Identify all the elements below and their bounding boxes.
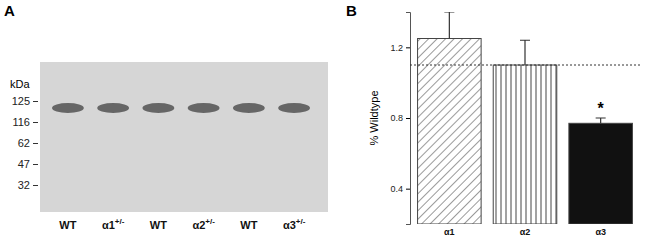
tick-label: α1+/-: [102, 217, 125, 231]
tick: 1.2: [390, 43, 410, 53]
tick: 62: [18, 137, 38, 149]
bar: [493, 65, 557, 224]
bands: [52, 103, 310, 113]
bar: [418, 39, 482, 225]
tick-mark: [406, 47, 410, 48]
band: [278, 103, 310, 113]
error-bar: [520, 40, 530, 65]
tick-label: α3: [595, 227, 606, 237]
bar-panel: B % Wildtype 0.4 0.8 1.2 α1 α2 α3 *: [346, 2, 641, 237]
tick: α1+/-: [102, 212, 125, 231]
tick-label: α1: [444, 227, 455, 237]
tick-mark: [33, 143, 38, 144]
panel-label: A: [4, 2, 15, 19]
band: [52, 103, 84, 113]
tick-label: α2+/-: [192, 217, 215, 231]
tick-label: α3+/-: [283, 217, 306, 231]
plot-area: [410, 12, 640, 224]
tick-mark: [33, 185, 38, 186]
blot-panel: AkDa 125 116 62 47 32 WT α1+/- WT α2+/- WT α3+/-: [4, 2, 328, 231]
tick: α3+/-: [283, 212, 306, 231]
y-axis: 125 116 62 47 32: [12, 95, 39, 191]
tick: α1: [444, 224, 455, 237]
band: [233, 103, 265, 113]
tick-mark: [33, 122, 38, 123]
tick: WT: [59, 212, 76, 231]
tick: 0.4: [390, 184, 410, 194]
tick: 47: [18, 158, 38, 170]
tick: α2: [520, 224, 531, 237]
y-axis: 0.4 0.8 1.2: [390, 13, 410, 225]
tick: WT: [240, 212, 257, 231]
band: [188, 103, 220, 113]
error-bar: [444, 12, 454, 39]
tick: 32: [18, 179, 38, 191]
axis-line: [49, 212, 315, 213]
band: [142, 103, 174, 113]
x-axis: WT α1+/- WT α2+/- WT α3+/-: [49, 212, 315, 231]
reference-line: [410, 65, 640, 66]
tick: α3: [595, 224, 606, 237]
tick-mark: [33, 164, 38, 165]
y-axis-title: kDa: [10, 78, 30, 90]
tick-mark: [406, 118, 410, 119]
bar: [569, 123, 633, 224]
error-bar: [596, 118, 606, 123]
figure: AkDa 125 116 62 47 32 WT α1+/- WT α2+/- WT α3+/- B % …: [0, 0, 650, 242]
tick: 125: [12, 95, 38, 107]
panel-label: B: [346, 2, 357, 19]
tick-mark: [406, 189, 410, 190]
tick-label: WT: [150, 219, 167, 231]
tick-label: 116: [12, 116, 30, 128]
tick-label: 62: [18, 137, 30, 149]
tick: WT: [150, 212, 167, 231]
tick-label: 32: [18, 179, 30, 191]
blot-membrane: [40, 62, 328, 212]
axis-line: [406, 13, 411, 225]
tick-label: 1.2: [390, 43, 403, 53]
tick-mark: [33, 101, 38, 102]
tick: α2+/-: [192, 212, 215, 231]
tick: 0.8: [390, 113, 410, 123]
tick-label: 0.8: [390, 113, 403, 123]
tick-label: WT: [59, 219, 76, 231]
annotation: *: [598, 100, 605, 117]
tick-label: 125: [12, 95, 30, 107]
tick-label: 0.4: [390, 184, 403, 194]
tick-label: α2: [520, 227, 531, 237]
x-axis: α1 α2 α3: [411, 224, 641, 237]
tick-label: WT: [240, 219, 257, 231]
tick-label: 47: [18, 158, 30, 170]
band: [97, 103, 129, 113]
axis-line: [411, 224, 641, 225]
axis-line: [33, 102, 39, 186]
y-axis-title: % Wildtype: [368, 90, 380, 145]
tick: 116: [12, 116, 38, 128]
